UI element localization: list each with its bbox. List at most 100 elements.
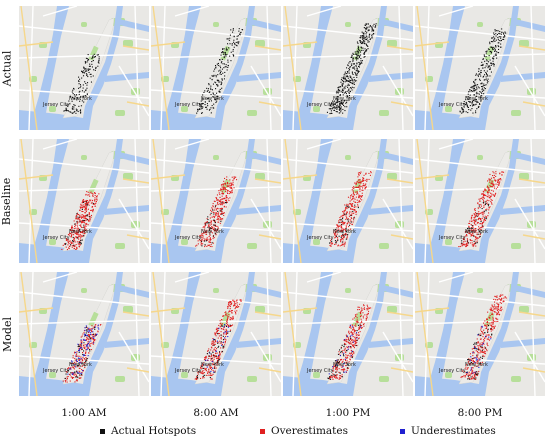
actual-hotspot	[208, 351, 210, 353]
actual-hotspot	[80, 105, 82, 107]
actual-hotspot	[493, 63, 495, 65]
overestimate	[459, 245, 461, 247]
actual-hotspot	[344, 77, 346, 79]
overestimate	[345, 352, 347, 354]
overestimate	[230, 325, 232, 327]
road	[28, 139, 34, 263]
overestimate	[495, 171, 497, 173]
overestimate	[342, 211, 344, 213]
overestimate	[463, 375, 465, 377]
overestimate	[501, 298, 503, 300]
overestimate	[85, 339, 87, 341]
actual-hotspot	[352, 67, 354, 69]
overestimate	[88, 213, 90, 215]
overestimate	[210, 231, 212, 233]
overestimate	[81, 222, 83, 224]
actual-hotspot	[480, 100, 482, 102]
overestimate	[214, 365, 216, 367]
overestimate	[74, 359, 76, 361]
overestimate	[221, 328, 223, 330]
actual-hotspot	[487, 75, 489, 77]
actual-hotspot	[202, 103, 204, 105]
overestimate	[359, 326, 361, 328]
actual-hotspot	[473, 90, 475, 92]
overestimate	[86, 200, 88, 202]
overestimate	[94, 324, 96, 326]
actual-hotspot	[88, 71, 90, 73]
actual-hotspot	[207, 98, 209, 100]
actual-hotspot	[85, 90, 87, 92]
overestimate	[226, 329, 228, 331]
overestimate	[484, 189, 486, 191]
actual-hotspot	[358, 70, 360, 72]
overestimate	[70, 236, 72, 238]
actual-hotspot	[221, 51, 223, 53]
overestimate	[489, 324, 491, 326]
actual-hotspot	[354, 72, 356, 74]
road	[382, 65, 413, 117]
overestimate	[484, 320, 486, 322]
actual-hotspot	[217, 84, 219, 86]
overestimate	[222, 201, 224, 203]
actual-hotspot	[469, 229, 471, 231]
overestimate	[213, 343, 215, 345]
actual-hotspot	[72, 112, 74, 114]
actual-hotspot	[480, 232, 482, 234]
overestimate	[208, 357, 210, 359]
overestimate	[81, 201, 83, 203]
actual-hotspot	[335, 374, 337, 376]
map-panel-actual-3: New York Jersey City	[415, 6, 545, 130]
actual-hotspot	[222, 335, 224, 337]
actual-hotspot	[490, 51, 492, 53]
overestimate	[91, 331, 93, 333]
actual-hotspot	[217, 346, 219, 348]
overestimate	[472, 377, 474, 379]
overestimate	[83, 221, 85, 223]
actual-hotspot	[218, 358, 220, 360]
overestimate	[230, 301, 232, 303]
actual-hotspot	[345, 93, 347, 95]
overestimate	[202, 232, 204, 234]
underestimate	[223, 326, 225, 328]
highway	[415, 307, 450, 313]
actual-hotspot	[503, 32, 505, 34]
overestimate	[338, 222, 340, 224]
overestimate	[223, 214, 225, 216]
overestimate	[214, 363, 216, 365]
overestimate	[494, 325, 496, 327]
actual-hotspot	[475, 74, 477, 76]
underestimate	[206, 366, 208, 368]
row-label-model: Model	[0, 274, 14, 394]
actual-hotspot	[213, 75, 215, 77]
actual-hotspot	[465, 111, 467, 113]
overestimate	[355, 182, 357, 184]
actual-hotspot	[502, 36, 504, 38]
overestimate	[210, 209, 212, 211]
overestimate	[235, 306, 237, 308]
overestimate	[338, 371, 340, 373]
actual-hotspot	[481, 82, 483, 84]
overestimate	[83, 231, 85, 233]
overestimate	[205, 356, 207, 358]
overestimate	[213, 228, 215, 230]
actual-hotspot	[361, 47, 363, 49]
actual-hotspot	[216, 63, 218, 65]
overestimate	[497, 179, 499, 181]
overestimate	[226, 179, 228, 181]
map-label-jersey: Jersey City	[439, 102, 466, 108]
actual-hotspot	[224, 66, 226, 68]
overestimate	[355, 320, 357, 322]
overestimate	[354, 340, 356, 342]
actual-hotspot	[82, 72, 84, 74]
overestimate	[355, 213, 357, 215]
overestimate	[208, 240, 210, 242]
overestimate	[475, 245, 477, 247]
overestimate	[212, 219, 214, 221]
underestimate	[225, 331, 227, 333]
overestimate	[206, 365, 208, 367]
overestimate	[79, 344, 81, 346]
east-river	[477, 139, 519, 263]
highway	[258, 367, 281, 373]
actual-hotspot	[352, 80, 354, 82]
actual-hotspot	[482, 225, 484, 227]
